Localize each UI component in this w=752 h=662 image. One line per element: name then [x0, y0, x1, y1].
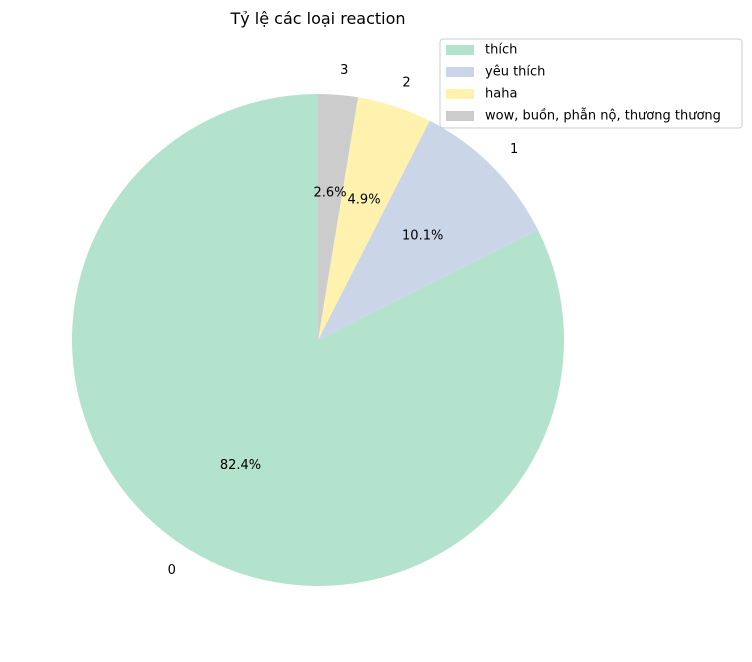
- slice-label-0: 0: [168, 563, 176, 578]
- slice-label-2: 2: [402, 75, 410, 90]
- legend-label-0: thích: [485, 43, 517, 58]
- legend-label-2: haha: [485, 87, 517, 102]
- chart-title: Tỷ lệ các loại reaction: [229, 9, 405, 28]
- legend-swatch-1: [446, 67, 474, 77]
- pie-slice-3: [318, 94, 359, 340]
- legend-swatch-0: [446, 45, 474, 55]
- pie-slices: [72, 94, 565, 586]
- slice-percent-1: 10.1%: [402, 228, 443, 243]
- pie-slice-1: [318, 120, 538, 340]
- slice-percent-0: 82.4%: [220, 458, 261, 473]
- slice-label-1: 1: [510, 142, 518, 157]
- slice-label-3: 3: [340, 63, 348, 78]
- pie-slice-2: [318, 97, 430, 340]
- legend-frame: [439, 38, 743, 129]
- legend: thích yêu thích haha wow, buồn, phẫn nộ, th…: [439, 38, 743, 129]
- legend-label-3: wow, buồn, phẫn nộ, thương thương: [485, 109, 721, 124]
- slice-percent-2: 4.9%: [348, 192, 381, 207]
- legend-swatch-3: [446, 111, 474, 121]
- slice-percent-3: 2.6%: [314, 185, 347, 200]
- legend-swatch-2: [446, 89, 474, 99]
- legend-label-1: yêu thích: [485, 65, 545, 80]
- pie-labels: 0 82.4% 1 10.1% 2 4.9% 3 2.6%: [168, 63, 519, 578]
